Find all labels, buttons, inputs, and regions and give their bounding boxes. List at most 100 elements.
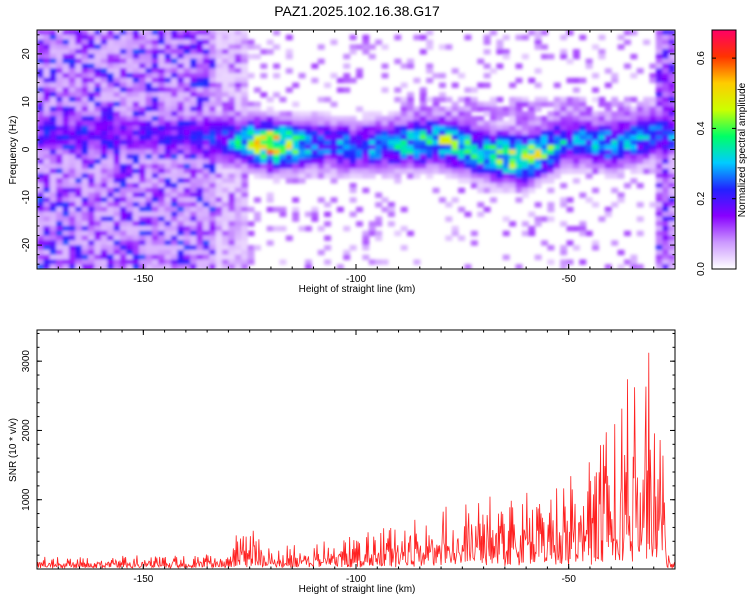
- heatmap-cell: [100, 192, 108, 198]
- heatmap-cell: [662, 254, 670, 261]
- heatmap-cell: [49, 77, 57, 84]
- heatmap-cell: [611, 120, 619, 127]
- heatmap-cell: [62, 73, 70, 79]
- heatmap-cell: [145, 249, 153, 256]
- heatmap-cell: [145, 130, 153, 136]
- heatmap-cell: [515, 144, 523, 151]
- heatmap-cell: [419, 139, 427, 146]
- heatmap-cell: [56, 149, 64, 155]
- heatmap-cell: [81, 235, 89, 241]
- heatmap-cell: [107, 197, 115, 203]
- heatmap-cell: [215, 178, 223, 184]
- heatmap-cell: [196, 130, 204, 136]
- heatmap-cell: [266, 144, 274, 151]
- heatmap-cell: [158, 216, 166, 222]
- heatmap-cell: [222, 240, 229, 246]
- heatmap-cell: [368, 44, 376, 50]
- heatmap-cell: [56, 44, 64, 50]
- heatmap-cell: [222, 173, 229, 179]
- heatmap-cell: [119, 221, 127, 227]
- heatmap-cell: [94, 44, 102, 50]
- heatmap-cell: [234, 144, 242, 151]
- heatmap-cell: [170, 77, 178, 84]
- heatmap-cell: [202, 77, 210, 84]
- heatmap-cell: [241, 149, 249, 155]
- heatmap-cell: [394, 111, 402, 117]
- heatmap-cell: [209, 106, 217, 112]
- heatmap-cell: [617, 120, 625, 127]
- heatmap-cell: [432, 144, 440, 151]
- heatmap-cell: [43, 264, 51, 269]
- heatmap-cell: [56, 49, 64, 55]
- heatmap-cell: [324, 168, 332, 174]
- heatmap-cell: [222, 168, 229, 174]
- heatmap-cell: [222, 249, 229, 256]
- heatmap-cell: [62, 30, 70, 36]
- heatmap-cell: [37, 178, 44, 184]
- heatmap-cell: [68, 173, 76, 179]
- heatmap-cell: [158, 230, 166, 237]
- heatmap-cell: [483, 144, 491, 151]
- heatmap-cell: [94, 187, 102, 194]
- heatmap-cell: [145, 34, 153, 41]
- heatmap-cell: [553, 173, 561, 179]
- heatmap-cell: [611, 116, 619, 122]
- heatmap-cell: [470, 182, 478, 189]
- heatmap-cell: [636, 116, 644, 122]
- heatmap-cell: [489, 130, 497, 136]
- heatmap-cell: [324, 116, 332, 122]
- heatmap-cell: [458, 173, 466, 179]
- heatmap-cell: [566, 154, 574, 160]
- heatmap-cell: [324, 163, 332, 170]
- heatmap-cell: [107, 221, 115, 227]
- heatmap-cell: [579, 125, 587, 131]
- heatmap-cell: [94, 68, 102, 74]
- heatmap-cell: [151, 249, 159, 256]
- heatmap-cell: [604, 206, 612, 213]
- heatmap-cell: [496, 130, 504, 136]
- heatmap-cell: [432, 106, 440, 112]
- heatmap-cell: [56, 240, 64, 246]
- heatmap-cell: [630, 53, 638, 60]
- heatmap-cell: [164, 58, 172, 65]
- heatmap-cell: [88, 77, 96, 84]
- heatmap-cell: [62, 264, 70, 269]
- heatmap-cell: [37, 254, 44, 261]
- heatmap-cell: [330, 125, 338, 131]
- heatmap-cell: [222, 159, 229, 165]
- heatmap-cell: [94, 159, 102, 165]
- heatmap-cell: [190, 264, 198, 269]
- heatmap-cell: [470, 125, 478, 131]
- heatmap-cell: [604, 111, 612, 117]
- heatmap-cell: [598, 139, 606, 146]
- heatmap-cell: [209, 130, 217, 136]
- heatmap-cell: [521, 96, 529, 103]
- heatmap-cell: [49, 264, 57, 269]
- heatmap-cell: [113, 259, 121, 265]
- heatmap-cell: [604, 135, 612, 141]
- heatmap-cell: [617, 125, 625, 131]
- heatmap-cell: [107, 92, 115, 98]
- heatmap-cell: [438, 163, 446, 170]
- heatmap-cell: [145, 163, 153, 170]
- heatmap-cell: [668, 178, 675, 184]
- heatmap-cell: [592, 116, 600, 122]
- heatmap-cell: [234, 58, 242, 65]
- heatmap-cell: [260, 125, 268, 131]
- heatmap-cell: [56, 30, 64, 36]
- heatmap-cell: [37, 58, 44, 65]
- heatmap-cell: [209, 154, 217, 160]
- heatmap-cell: [662, 82, 670, 88]
- heatmap-cell: [311, 173, 319, 179]
- heatmap-cell: [209, 249, 217, 256]
- heatmap-cell: [662, 130, 670, 136]
- heatmap-cell: [464, 168, 472, 174]
- heatmap-cell: [343, 135, 351, 141]
- heatmap-cell: [458, 130, 466, 136]
- heatmap-cell: [107, 87, 115, 93]
- heatmap-cell: [458, 73, 466, 79]
- heatmap-cell: [139, 197, 147, 203]
- heatmap-cell: [419, 154, 427, 160]
- heatmap-cell: [266, 39, 274, 45]
- heatmap-cell: [43, 144, 51, 151]
